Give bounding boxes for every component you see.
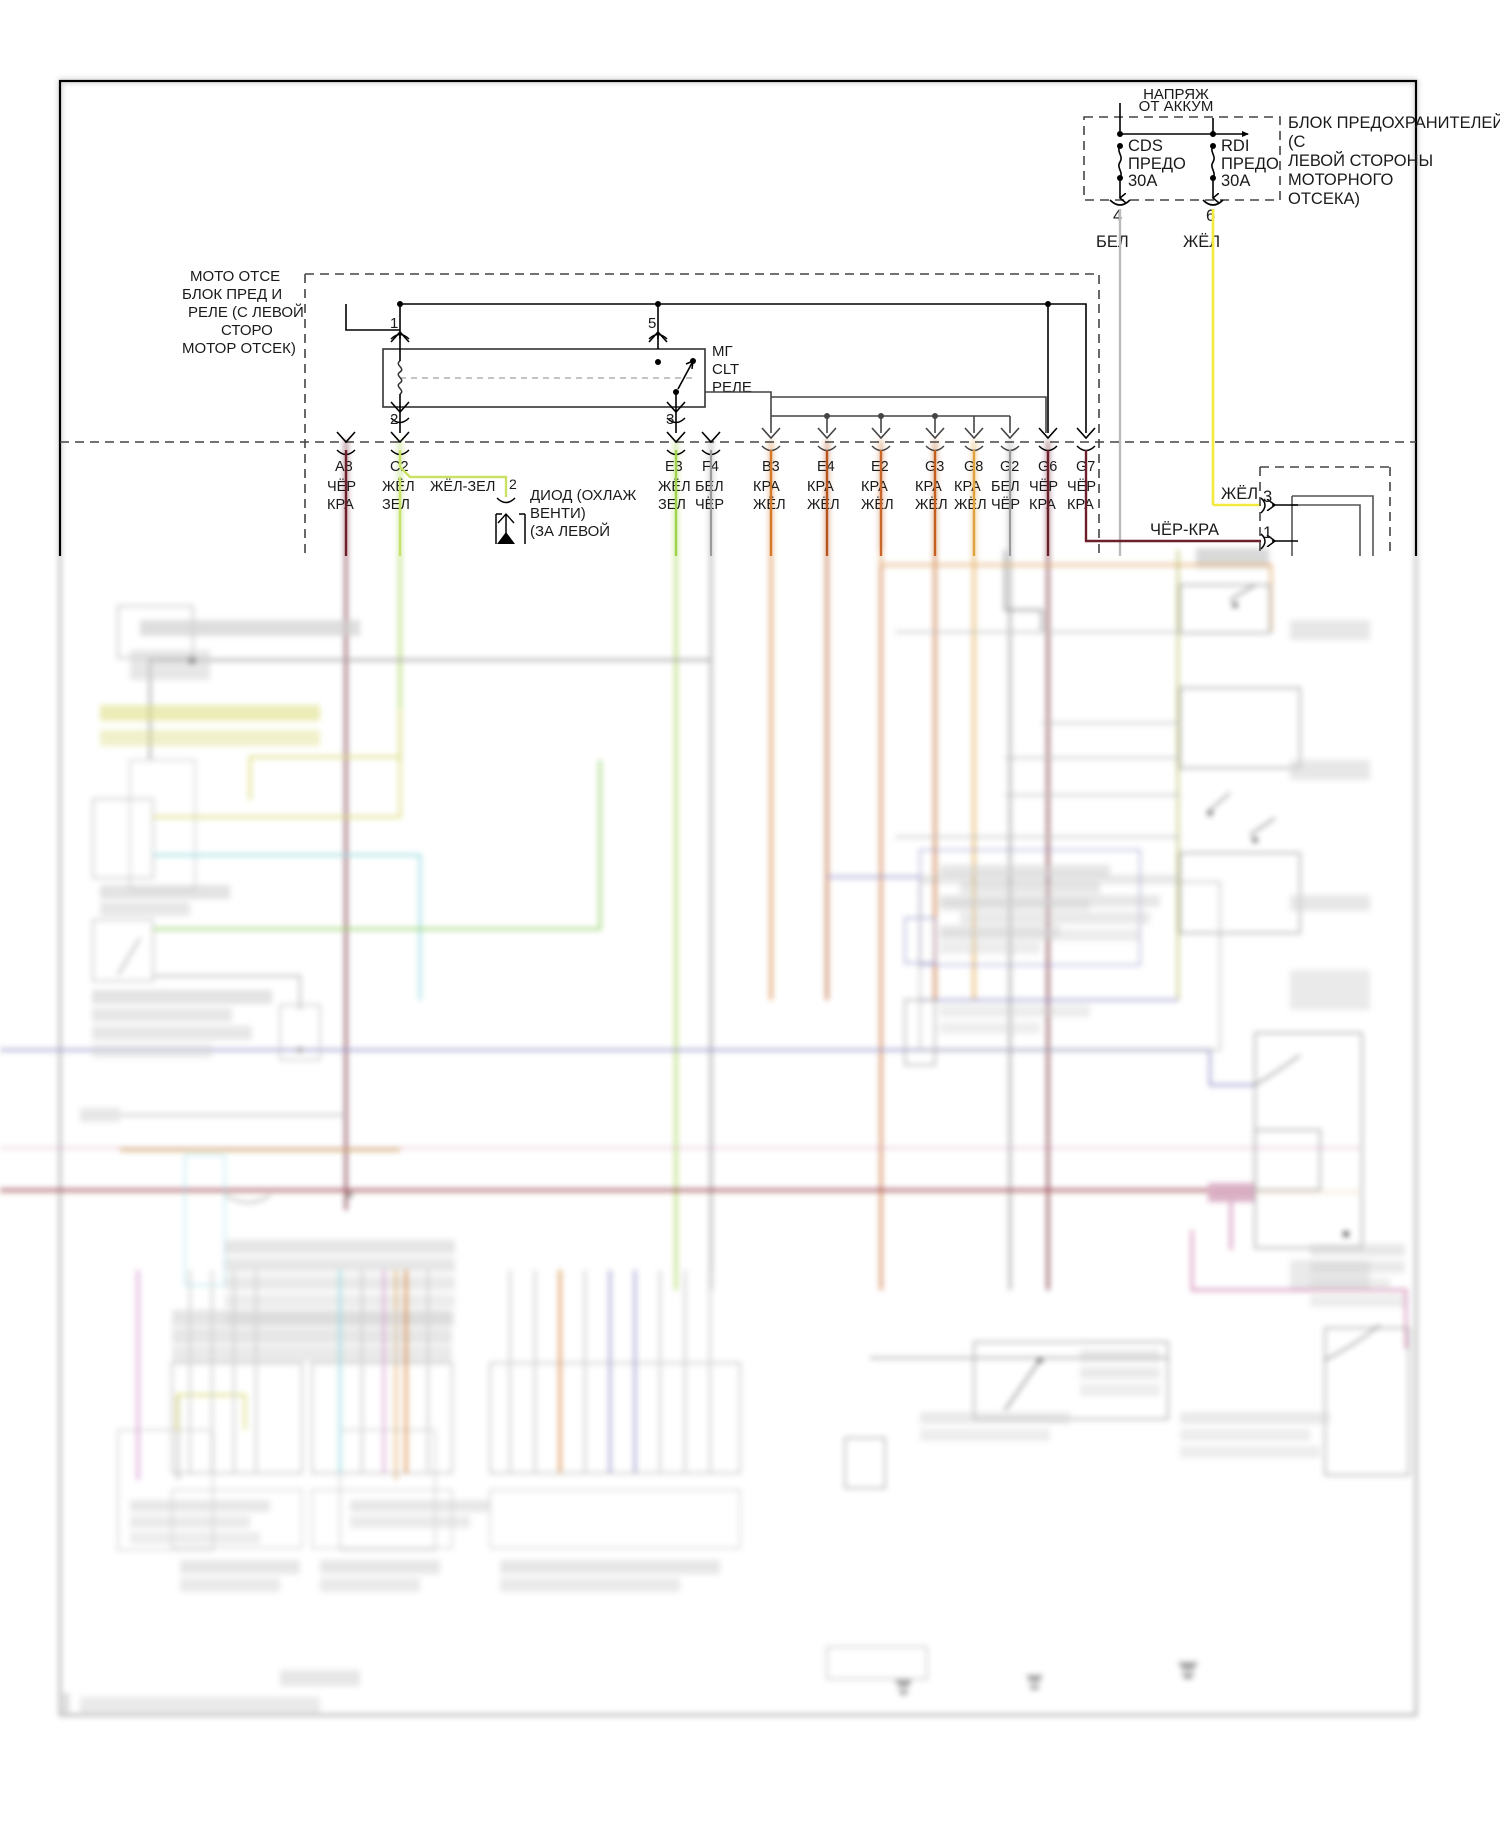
svg-text:КРА: КРА xyxy=(915,479,942,495)
svg-text:E3: E3 xyxy=(665,459,683,475)
svg-text:СТОРО: СТОРО xyxy=(221,322,273,339)
svg-text:ЖЁЛ: ЖЁЛ xyxy=(915,496,948,513)
svg-text:ЖЁЛ: ЖЁЛ xyxy=(861,496,894,513)
svg-text:ЧЁР: ЧЁР xyxy=(1067,478,1096,495)
svg-text:КРА: КРА xyxy=(753,479,780,495)
svg-text:ЧЁР: ЧЁР xyxy=(1029,478,1058,495)
svg-text:ДИОД (ОХЛАЖ: ДИОД (ОХЛАЖ xyxy=(530,487,636,504)
svg-text:КРА: КРА xyxy=(1029,497,1056,513)
svg-text:КРА: КРА xyxy=(861,479,888,495)
svg-text:ЧЁР: ЧЁР xyxy=(991,496,1020,513)
svg-text:БЛОК ПРЕДОХРАНИТЕЛЕЙ: БЛОК ПРЕДОХРАНИТЕЛЕЙ xyxy=(1288,113,1500,132)
svg-text:ЖЁЛ: ЖЁЛ xyxy=(1221,485,1258,503)
svg-text:ЧЁР-КРА: ЧЁР-КРА xyxy=(1150,521,1219,539)
svg-text:ЖЁЛ: ЖЁЛ xyxy=(753,496,786,513)
svg-text:30A: 30A xyxy=(1221,172,1250,190)
svg-text:RDI: RDI xyxy=(1221,137,1249,155)
svg-text:ЖЁЛ: ЖЁЛ xyxy=(954,496,987,513)
svg-text:КРА: КРА xyxy=(1067,497,1094,513)
svg-text:2: 2 xyxy=(390,411,398,428)
svg-text:(ЗА ЛЕВОЙ: (ЗА ЛЕВОЙ xyxy=(530,522,610,540)
svg-text:ЖЁЛ: ЖЁЛ xyxy=(1183,233,1220,251)
svg-text:РЕЛЕ (С ЛЕВОЙ: РЕЛЕ (С ЛЕВОЙ xyxy=(188,303,304,321)
svg-text:5: 5 xyxy=(648,315,656,332)
svg-text:CDS: CDS xyxy=(1128,137,1163,155)
svg-text:МГ: МГ xyxy=(712,343,733,360)
svg-text:(С: (С xyxy=(1288,133,1305,151)
svg-text:ЧЁР: ЧЁР xyxy=(327,478,356,495)
svg-text:ЗЕЛ: ЗЕЛ xyxy=(382,497,410,513)
svg-text:ПРЕДО: ПРЕДО xyxy=(1221,155,1279,173)
svg-text:ЧЁР: ЧЁР xyxy=(695,496,724,513)
svg-text:3: 3 xyxy=(666,411,674,428)
svg-text:ПРЕДО: ПРЕДО xyxy=(1128,155,1186,173)
svg-text:КРА: КРА xyxy=(807,479,834,495)
svg-text:КРА: КРА xyxy=(327,497,354,513)
svg-text:КРА: КРА xyxy=(954,479,981,495)
svg-text:30A: 30A xyxy=(1128,172,1157,190)
svg-text:ЛЕВОЙ СТОРОНЫ: ЛЕВОЙ СТОРОНЫ xyxy=(1288,151,1433,170)
svg-text:A8: A8 xyxy=(335,459,353,475)
svg-text:1: 1 xyxy=(390,315,398,332)
svg-text:МОТО ОТСЕ: МОТО ОТСЕ xyxy=(190,268,280,285)
svg-text:БЕЛ: БЕЛ xyxy=(695,479,724,495)
svg-text:МОТОРНОГО: МОТОРНОГО xyxy=(1288,171,1394,189)
svg-text:ЖЁЛ-ЗЕЛ: ЖЁЛ-ЗЕЛ xyxy=(430,478,495,495)
svg-text:БЕЛ: БЕЛ xyxy=(991,479,1020,495)
svg-text:ВЕНТИ): ВЕНТИ) xyxy=(530,505,586,522)
svg-text:ЖЁЛ: ЖЁЛ xyxy=(807,496,840,513)
svg-text:ОТ АККУМ: ОТ АККУМ xyxy=(1139,98,1214,115)
svg-text:ЖЁЛ: ЖЁЛ xyxy=(382,478,415,495)
svg-text:РЕЛЕ: РЕЛЕ xyxy=(712,379,752,396)
svg-text:2: 2 xyxy=(509,476,517,492)
svg-text:БЕЛ: БЕЛ xyxy=(1096,233,1129,251)
svg-text:ЗЕЛ: ЗЕЛ xyxy=(658,497,686,513)
svg-text:ЖЁЛ: ЖЁЛ xyxy=(658,478,691,495)
svg-text:МОТОР ОТСЕК): МОТОР ОТСЕК) xyxy=(182,340,296,357)
svg-text:CLT: CLT xyxy=(712,361,739,378)
svg-text:БЛОК ПРЕД И: БЛОК ПРЕД И xyxy=(182,286,282,303)
svg-text:ОТСЕКА): ОТСЕКА) xyxy=(1288,190,1360,208)
